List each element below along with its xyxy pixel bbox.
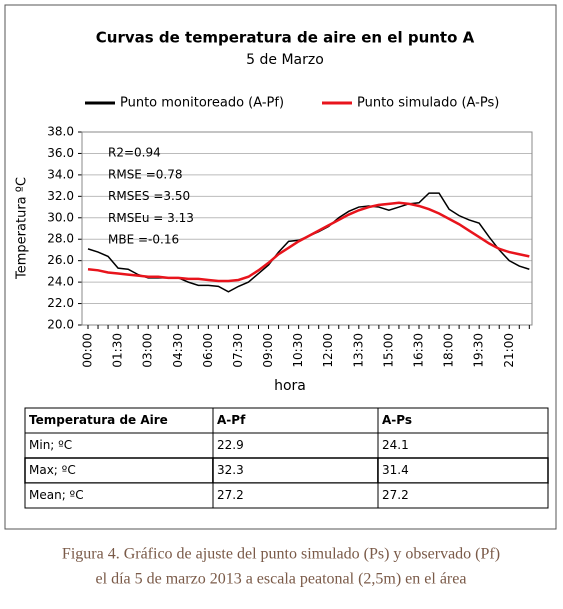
x-tick-label: 13:30: [351, 333, 365, 368]
x-tick-label: 12:00: [321, 333, 335, 368]
annotation: R2=0.94: [108, 146, 161, 160]
table-value: 27.2: [382, 488, 409, 502]
x-tick-label: 04:30: [171, 333, 185, 368]
table-value: 31.4: [382, 463, 409, 477]
x-axis-label: hora: [274, 378, 306, 394]
series-line: [87, 201, 530, 283]
y-tick-label: 28.0: [47, 232, 74, 246]
annotation: MBE =-0.16: [108, 233, 179, 247]
x-tick-label: 21:00: [502, 333, 516, 368]
table-cell: [377, 482, 549, 509]
legend-label: Punto monitoreado (A-Pf): [120, 96, 284, 111]
table-value: 27.2: [217, 488, 244, 502]
x-tick-label: 09:00: [261, 333, 275, 368]
x-tick-label: 18:00: [442, 333, 456, 368]
chart-title: Curvas de temperatura de aire en el punt…: [96, 29, 475, 47]
y-tick-label: 36.0: [47, 146, 74, 160]
table-value: Mean; ºC: [29, 488, 84, 502]
x-tick-label: 15:00: [381, 333, 395, 368]
x-tick-label: 16:30: [411, 333, 425, 368]
y-tick-label: 38.0: [47, 125, 74, 139]
caption-line: el día 5 de marzo 2013 a escala peatonal…: [96, 571, 467, 588]
y-tick-label: 24.0: [47, 275, 74, 289]
y-tick-label: 26.0: [47, 253, 74, 267]
annotation: RMSE =0.78: [108, 167, 182, 181]
table-value: 22.9: [217, 438, 244, 452]
x-tick-label: 06:00: [201, 333, 215, 368]
x-tick-label: 03:00: [141, 333, 155, 368]
table-value: Max; ºC: [29, 463, 76, 477]
y-axis-label: Temperatura ºC: [15, 177, 30, 280]
table-header: A-Pf: [217, 413, 246, 427]
plot-frame: [81, 131, 533, 326]
table-cell: [377, 457, 549, 484]
table-value: Min; ºC: [29, 438, 72, 452]
y-tick-label: 30.0: [47, 210, 74, 224]
table-cell: [24, 482, 214, 509]
y-tick-label: 32.0: [47, 189, 74, 203]
x-tick-label: 10:30: [291, 333, 305, 368]
table-cell: [212, 407, 379, 434]
y-tick-label: 34.0: [47, 167, 74, 181]
y-tick-label: 22.0: [47, 296, 74, 310]
table-cell: [24, 407, 214, 434]
x-tick-label: 00:00: [81, 333, 95, 368]
chart-subtitle: 5 de Marzo: [246, 52, 324, 68]
table-cell: [212, 482, 379, 509]
table-value: 32.3: [217, 463, 244, 477]
y-tick-label: 20.0: [47, 318, 74, 332]
x-tick-label: 07:30: [231, 333, 245, 368]
table-header: A-Ps: [382, 413, 412, 427]
table-value: 24.1: [382, 438, 409, 452]
annotation: RMSEu = 3.13: [108, 211, 194, 225]
caption-line: Figura 4. Gráfico de ajuste del punto si…: [62, 546, 500, 563]
x-tick-label: 19:30: [472, 333, 486, 368]
annotation: RMSES =3.50: [108, 189, 190, 203]
legend-label: Punto simulado (A-Ps): [357, 96, 499, 111]
table-header: Temperatura de Aire: [29, 413, 168, 427]
table-cell: [24, 457, 214, 484]
x-tick-label: 01:30: [111, 333, 125, 368]
